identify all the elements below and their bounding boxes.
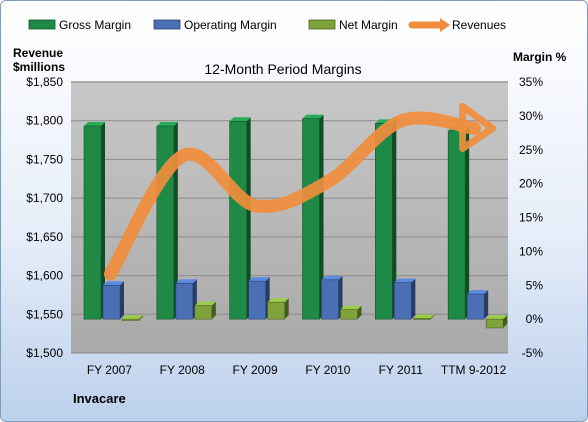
- y-right-tick: 25%: [519, 143, 543, 157]
- legend: Gross Margin Operating Margin Net Margin Re…: [28, 18, 506, 32]
- bar-top: [486, 315, 508, 320]
- revenues-line: [103, 111, 482, 281]
- bar-side: [246, 117, 251, 320]
- bar-side: [211, 301, 216, 320]
- bar-top: [267, 298, 289, 303]
- y-left-tick: $1,550: [26, 307, 63, 321]
- bar-top: [467, 290, 489, 295]
- y-right-tick: 5%: [526, 278, 544, 292]
- bar-top: [84, 122, 105, 127]
- y-left-tick: $1,650: [26, 230, 63, 244]
- bar-top: [302, 114, 324, 119]
- bar-top: [103, 281, 124, 286]
- y-right-tick: 35%: [519, 75, 543, 89]
- bar-top: [321, 275, 343, 280]
- x-tick: FY 2010: [305, 363, 350, 377]
- y-right-tick: -5%: [522, 346, 544, 360]
- legend-label: Operating Margin: [184, 18, 277, 32]
- y-right-label: Margin %: [513, 50, 567, 64]
- legend-label: Net Margin: [339, 18, 398, 32]
- bars: [83, 114, 508, 329]
- bar-operating-margin: [321, 279, 339, 320]
- bar-side: [357, 305, 362, 320]
- bar-gross-margin: [302, 118, 320, 320]
- bar-side: [465, 126, 470, 320]
- y-left-label-line2: $millions: [13, 60, 65, 74]
- x-tick: FY 2009: [233, 363, 278, 377]
- bar-top: [394, 278, 416, 283]
- bar-gross-margin: [83, 125, 102, 320]
- bar-side: [101, 122, 105, 320]
- y-left-tick: $1,500: [26, 346, 63, 360]
- chart-title: 12-Month Period Margins: [204, 61, 361, 77]
- bar-top: [122, 315, 143, 320]
- y-left-tick: $1,750: [26, 152, 63, 166]
- bar-operating-margin: [466, 293, 485, 320]
- bar-operating-margin: [248, 280, 266, 320]
- bar-top: [248, 277, 270, 282]
- legend-label: Gross Margin: [59, 18, 131, 32]
- bar-side: [503, 315, 508, 328]
- bar-net-margin: [121, 318, 140, 321]
- bar-top: [229, 117, 251, 122]
- y-left-tick: $1,700: [26, 191, 63, 205]
- bar-gross-margin: [447, 130, 466, 320]
- y-left-tick: $1,800: [26, 114, 63, 128]
- bar-side: [392, 119, 397, 320]
- bar-net-margin: [485, 318, 504, 329]
- x-axis-ticks: FY 2007 FY 2008 FY 2009 FY 2010 FY 2011 TTM 9…: [87, 363, 507, 377]
- bar-top: [340, 305, 362, 310]
- bar-side: [484, 290, 489, 320]
- y-right-tick: 15%: [519, 211, 543, 225]
- bar-top: [413, 314, 435, 319]
- company-label: Invacare: [73, 391, 126, 406]
- bar-net-margin: [340, 309, 358, 320]
- y-left-axis-ticks: $1,500 $1,550 $1,600 $1,650 $1,700 $1,750 $1,8…: [26, 75, 63, 360]
- legend-label: Revenues: [452, 18, 506, 32]
- y-right-tick: 0%: [526, 312, 544, 326]
- legend-swatch: [153, 19, 181, 30]
- bar-net-margin: [194, 305, 213, 320]
- x-tick: TTM 9-2012: [441, 363, 507, 377]
- bar-top: [156, 122, 178, 127]
- revenue-line: [103, 102, 497, 281]
- y-right-axis-ticks: -5% 0% 5% 10% 15% 20% 25% 30% 35%: [519, 75, 543, 360]
- bar-side: [338, 275, 343, 320]
- x-tick: FY 2008: [160, 363, 205, 377]
- bar-side: [411, 278, 416, 320]
- x-tick: FY 2007: [87, 363, 132, 377]
- y-left-label-line1: Revenue: [13, 46, 63, 60]
- y-right-tick: 20%: [519, 177, 543, 191]
- bar-side: [430, 314, 435, 320]
- bar-side: [284, 298, 289, 320]
- revenues-arrowhead: [459, 102, 497, 152]
- bar-side: [139, 315, 143, 321]
- bar-gross-margin: [375, 123, 393, 320]
- bar-operating-margin: [102, 284, 121, 320]
- bar-top: [194, 301, 216, 306]
- y-right-tick: 30%: [519, 109, 543, 123]
- bar-side: [120, 281, 124, 320]
- bar-top: [175, 279, 197, 284]
- bar-operating-margin: [394, 282, 412, 320]
- y-left-tick: $1,600: [26, 269, 63, 283]
- legend-swatch: [28, 19, 56, 30]
- y-left-tick: $1,850: [26, 75, 63, 89]
- bar-operating-margin: [175, 282, 194, 320]
- bar-net-margin: [267, 301, 285, 320]
- bar-gross-margin: [156, 125, 175, 320]
- y-right-tick: 10%: [519, 244, 543, 258]
- x-tick: FY 2011: [379, 363, 424, 377]
- bar-side: [319, 114, 324, 320]
- bar-net-margin: [413, 318, 431, 320]
- bar-gross-margin: [229, 120, 247, 320]
- legend-swatch: [308, 19, 336, 30]
- legend-swatch-arrow: [440, 18, 450, 32]
